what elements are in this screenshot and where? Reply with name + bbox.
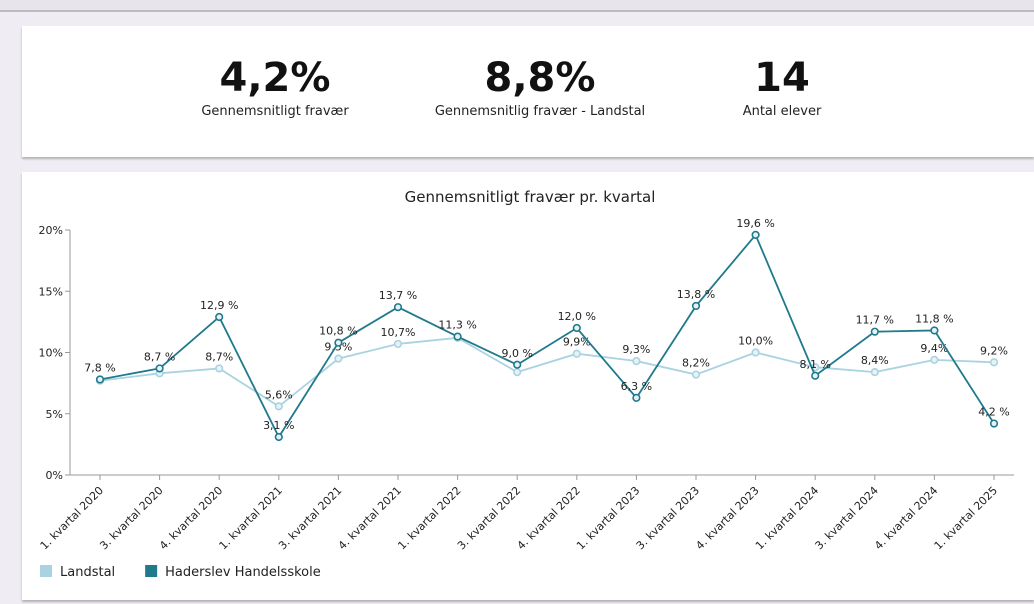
kpi-value: 4,2% xyxy=(219,55,331,101)
data-point xyxy=(513,368,522,377)
data-point xyxy=(989,419,999,428)
data-point xyxy=(453,332,462,341)
data-point xyxy=(572,323,581,333)
data-point xyxy=(572,349,581,358)
legend-label: Landstal xyxy=(60,565,115,580)
y-tick-label: 0% xyxy=(46,469,63,482)
kpi-card: 4,2% Gennemsnitligt fravær 8,8% Gennemsnit… xyxy=(22,26,1034,157)
x-tick-label: 3. kvartal 2020 xyxy=(97,484,165,552)
data-point xyxy=(632,393,641,402)
data-point xyxy=(870,368,879,377)
data-point xyxy=(751,348,760,357)
top-bar xyxy=(0,0,1034,12)
x-tick-label: 1. kvartal 2025 xyxy=(932,484,1000,552)
data-label: 12,0 % xyxy=(558,310,596,323)
data-point xyxy=(334,338,343,347)
x-tick-label: 1. kvartal 2024 xyxy=(753,484,821,552)
data-point xyxy=(274,432,283,442)
data-label: 8,4% xyxy=(861,354,889,367)
data-point xyxy=(691,370,701,379)
data-point xyxy=(930,355,939,364)
data-label: 9,0 % xyxy=(501,347,532,360)
data-point xyxy=(513,360,522,369)
data-label: 6,3 % xyxy=(621,380,652,393)
chart: Gennemsnitligt fravær pr. kvartal 0% 5% 10… xyxy=(38,188,1014,580)
data-label: 8,7 % xyxy=(144,350,175,363)
x-tick-label: 1. kvartal 2021 xyxy=(217,484,285,552)
data-label: 9,2% xyxy=(980,344,1008,357)
data-point xyxy=(215,364,224,373)
data-point xyxy=(811,371,820,380)
x-tick-label: 3. kvartal 2022 xyxy=(455,484,523,552)
y-tick-label: 5% xyxy=(46,408,63,421)
x-tick-label: 4. kvartal 2021 xyxy=(336,484,404,552)
data-point xyxy=(393,339,403,349)
data-label: 19,6 % xyxy=(736,217,774,230)
legend-label: Haderslev Handelsskole xyxy=(165,565,321,580)
x-tick-label: 1. kvartal 2022 xyxy=(395,484,463,552)
data-label: 11,7 % xyxy=(856,314,894,327)
data-point xyxy=(870,327,879,336)
data-point xyxy=(751,230,760,240)
data-point xyxy=(215,312,224,322)
x-tick-label: 1. kvartal 2020 xyxy=(38,484,106,552)
data-label: 13,8 % xyxy=(677,288,715,301)
x-tick-label: 3. kvartal 2023 xyxy=(634,484,702,552)
chart-card: Gennemsnitligt fravær pr. kvartal 0% 5% 10… xyxy=(22,172,1034,600)
series-line xyxy=(99,233,995,439)
data-point xyxy=(334,354,343,363)
kpi-label: Gennemsnitligt fravær xyxy=(201,104,349,119)
data-point xyxy=(632,356,641,366)
data-label: 11,8 % xyxy=(915,312,953,325)
legend-swatch xyxy=(145,565,158,577)
data-point xyxy=(274,402,283,411)
x-tick-label: 4. kvartal 2024 xyxy=(872,484,940,552)
legend-swatch xyxy=(40,565,52,577)
x-tick-label: 3. kvartal 2024 xyxy=(813,484,881,552)
x-tick-label: 4. kvartal 2020 xyxy=(157,484,225,552)
data-label: 9,4% xyxy=(920,342,948,355)
kpi-value: 14 xyxy=(754,55,810,101)
y-tick-label: 20% xyxy=(39,224,63,237)
data-point xyxy=(930,326,939,335)
kpi-label: Antal elever xyxy=(742,104,822,119)
series-line xyxy=(99,336,995,408)
data-point xyxy=(95,375,105,384)
kpi: 14 Antal elever xyxy=(652,56,912,119)
chart-title: Gennemsnitligt fravær pr. kvartal xyxy=(405,188,656,206)
data-label: 5,6% xyxy=(265,388,293,401)
data-label: 3,1 % xyxy=(263,419,294,432)
data-label: 8,1 % xyxy=(799,358,830,371)
y-tick-label: 10% xyxy=(39,347,63,360)
data-label: 10,8 % xyxy=(319,325,357,338)
kpi: 8,8% Gennemsnitlig fravær - Landstal xyxy=(410,56,670,119)
data-label: 9,5% xyxy=(324,341,352,354)
data-label: 10,7% xyxy=(381,326,416,339)
data-point xyxy=(691,301,701,311)
x-tick-label: 4. kvartal 2022 xyxy=(515,484,583,552)
data-point xyxy=(155,364,164,373)
data-label: 13,7 % xyxy=(379,289,417,302)
data-point xyxy=(393,303,403,312)
kpi-value: 8,8% xyxy=(484,55,596,101)
x-tick-label: 1. kvartal 2023 xyxy=(574,484,642,552)
data-label: 12,9 % xyxy=(200,299,238,312)
data-label: 8,2% xyxy=(682,357,710,370)
kpi-label: Gennemsnitlig fravær - Landstal xyxy=(434,104,646,119)
data-label: 9,3% xyxy=(622,343,650,356)
x-tick-label: 3. kvartal 2021 xyxy=(276,484,344,552)
data-label: 7,8 % xyxy=(84,361,115,374)
data-label: 11,3 % xyxy=(438,319,476,332)
data-label: 4,2 % xyxy=(978,406,1009,419)
x-tick-label: 4. kvartal 2023 xyxy=(693,484,761,552)
y-tick-label: 15% xyxy=(39,285,63,298)
data-label: 8,7% xyxy=(205,350,233,363)
data-label: 10,0% xyxy=(738,335,773,348)
kpi: 4,2% Gennemsnitligt fravær xyxy=(145,56,405,119)
data-label: 9,9% xyxy=(563,336,591,349)
data-point xyxy=(989,358,999,367)
